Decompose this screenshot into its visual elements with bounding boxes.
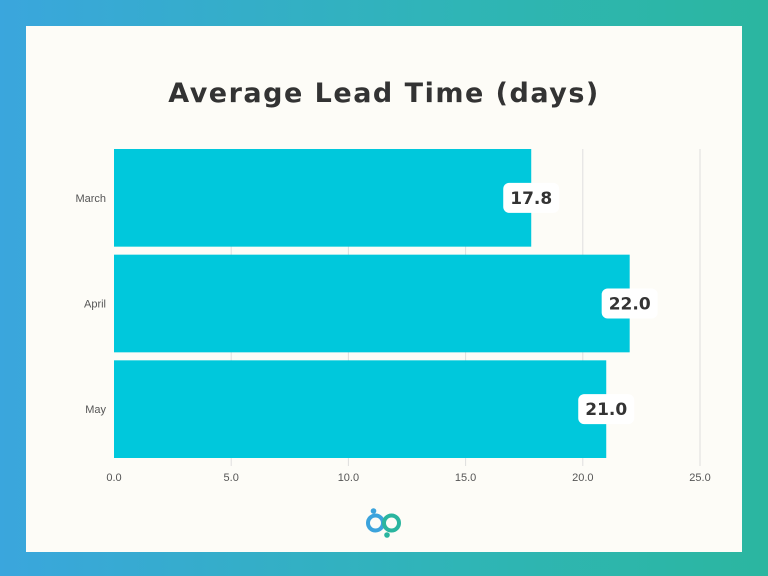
- data-label: 21.0: [585, 400, 627, 420]
- bar: [114, 254, 630, 353]
- data-label-background: [578, 394, 635, 425]
- data-label-background: [601, 288, 658, 319]
- x-tick-label: 10.0: [338, 472, 359, 484]
- x-tick-label: 15.0: [455, 472, 476, 484]
- category-label: April: [84, 299, 106, 311]
- x-tick-label: 5.0: [224, 472, 239, 484]
- category-label: March: [75, 193, 106, 205]
- chart-title: Average Lead Time (days): [168, 78, 600, 109]
- data-label: 17.8: [510, 189, 552, 209]
- x-tick-label: 25.0: [689, 472, 710, 484]
- bar: [114, 360, 607, 458]
- bar: [114, 149, 532, 247]
- x-tick-label: 0.0: [106, 472, 121, 484]
- category-label: May: [85, 404, 106, 416]
- data-label: 22.0: [609, 295, 651, 315]
- data-label-background: [503, 182, 560, 213]
- x-tick-label: 20.0: [572, 472, 593, 484]
- bp-logo-icon: [366, 508, 401, 538]
